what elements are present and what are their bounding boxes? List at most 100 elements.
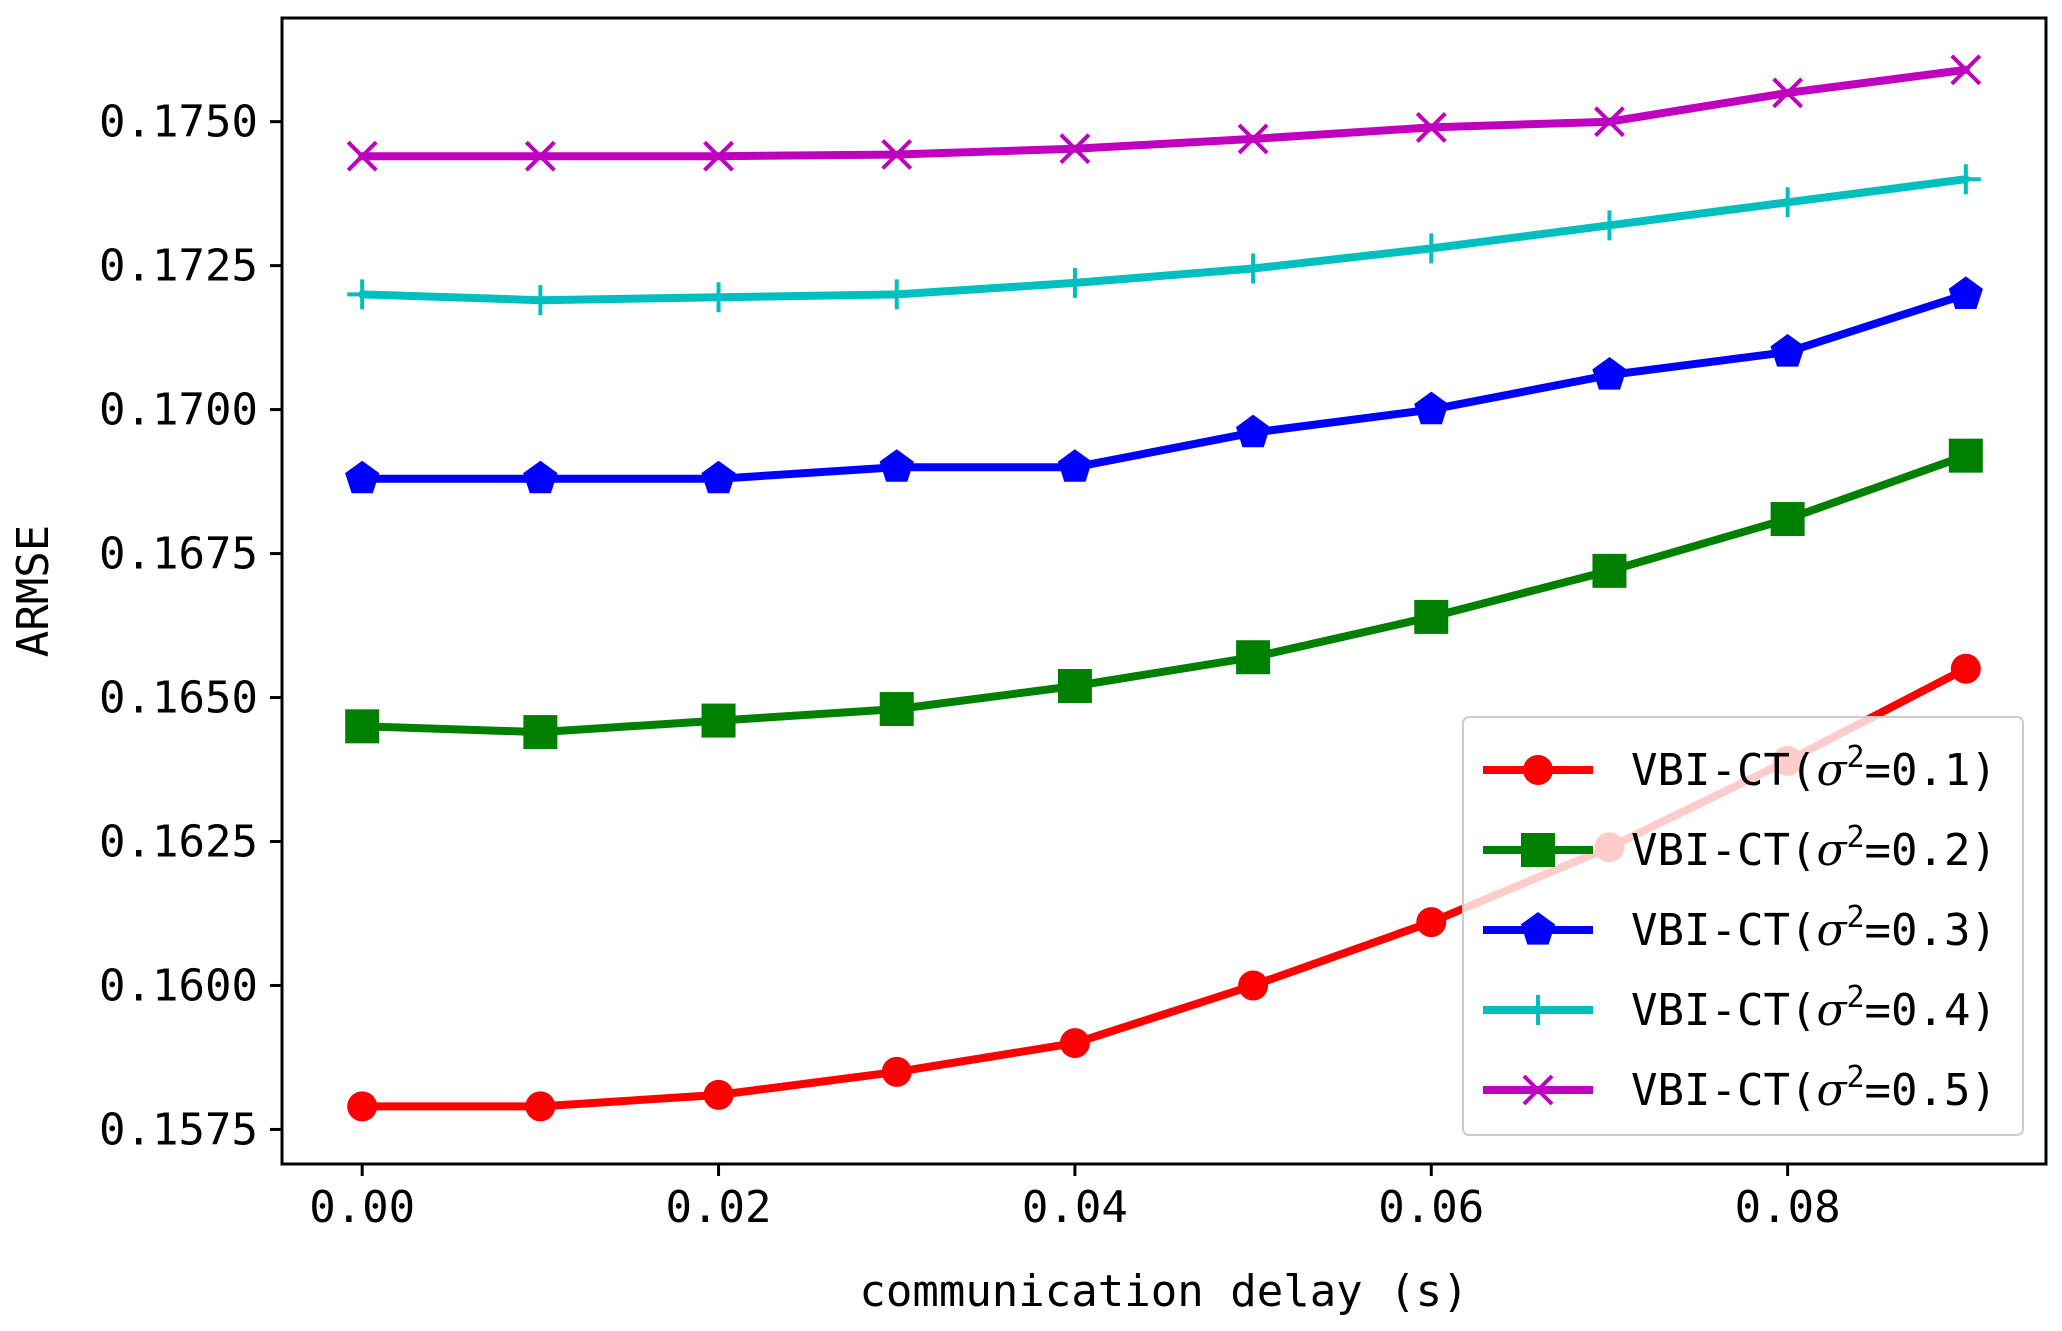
legend-label-superscript: 2 [1846, 820, 1864, 855]
data-point [1059, 133, 1091, 165]
data-point [1059, 267, 1090, 298]
data-point [346, 140, 378, 172]
series-line [358, 290, 1970, 483]
series-2 [345, 438, 1983, 750]
legend-label-symbol: σ [1816, 905, 1848, 956]
legend-label: VBI-CT(σ2=0.4) [1631, 980, 1997, 1036]
data-point [1416, 233, 1447, 264]
legend-label: VBI-CT(σ2=0.3) [1631, 900, 1997, 956]
data-point [1594, 210, 1625, 241]
data-point [881, 279, 912, 310]
legend-swatch-marker [1521, 833, 1555, 867]
data-point [1594, 106, 1625, 138]
legend-item: VBI-CT(σ2=0.2) [1483, 820, 1997, 876]
series-4 [347, 164, 1981, 316]
data-point [1237, 123, 1269, 155]
data-point [345, 460, 380, 494]
data-point [703, 140, 734, 172]
data-point [1238, 970, 1269, 1001]
legend-box [1462, 716, 2024, 1136]
data-point [1950, 653, 1981, 684]
data-point [345, 709, 380, 744]
series-3 [345, 276, 1983, 494]
legend-item: VBI-CT(σ2=0.3) [1483, 900, 1997, 956]
data-point [523, 715, 558, 750]
legend-label-prefix: VBI-CT( [1631, 985, 1816, 1036]
data-point [347, 279, 378, 310]
x-tick-label: 0.02 [666, 1182, 772, 1233]
series-layer [345, 54, 1983, 1122]
legend-label-suffix: =0.4) [1865, 985, 1997, 1036]
legend-swatch-marker [1522, 1074, 1554, 1106]
data-point [1950, 164, 1981, 195]
legend-item: VBI-CT(σ2=0.4) [1483, 980, 1997, 1036]
data-point [1948, 276, 1983, 309]
y-tick-label: 0.1600 [99, 960, 258, 1011]
x-tick-label: 0.04 [1022, 1182, 1128, 1233]
legend-label-superscript: 2 [1846, 1060, 1864, 1095]
legend-label-symbol: σ [1816, 825, 1848, 876]
legend-label-symbol: σ [1816, 1065, 1848, 1116]
y-tick-label: 0.1650 [99, 673, 258, 724]
legend-label: VBI-CT(σ2=0.1) [1631, 740, 1997, 796]
legend-label-superscript: 2 [1846, 900, 1864, 935]
data-point [1770, 334, 1805, 367]
legend-label: VBI-CT(σ2=0.5) [1631, 1060, 1997, 1116]
data-point [1416, 907, 1447, 938]
legend-label-superscript: 2 [1846, 740, 1864, 775]
legend-swatch-marker [1523, 995, 1553, 1025]
series-5 [346, 54, 1982, 172]
legend-item: VBI-CT(σ2=0.5) [1483, 1060, 1997, 1116]
y-tick-label: 0.1700 [99, 385, 258, 436]
data-point [1592, 357, 1627, 390]
series-line [358, 175, 1970, 305]
data-point [879, 692, 914, 727]
legend-label-superscript: 2 [1846, 980, 1864, 1015]
x-tick-label: 0.06 [1378, 1182, 1484, 1233]
legend-label-symbol: σ [1816, 745, 1848, 796]
y-axis-label: ARMSE [8, 525, 59, 657]
data-point [701, 703, 736, 738]
legend-label-prefix: VBI-CT( [1631, 1065, 1816, 1116]
y-tick-label: 0.1750 [99, 97, 258, 148]
y-tick-label: 0.1675 [99, 529, 258, 580]
x-axis-label: communication delay (s) [859, 1266, 1468, 1317]
legend-label-suffix: =0.2) [1865, 825, 1997, 876]
legend-label-prefix: VBI-CT( [1631, 825, 1816, 876]
legend: VBI-CT(σ2=0.1)VBI-CT(σ2=0.2)VBI-CT(σ2=0.… [1462, 716, 2024, 1136]
data-point [1772, 187, 1803, 218]
data-point [1059, 1028, 1090, 1059]
x-tick-label: 0.00 [309, 1182, 415, 1233]
data-point [1772, 77, 1804, 109]
legend-label-symbol: σ [1816, 985, 1848, 1036]
ticks-layer: 0.00 0.02 0.04 0.06 0.08 0.1575 0.1600 0.1625 0.… [99, 97, 1841, 1233]
legend-item: VBI-CT(σ2=0.1) [1483, 740, 1997, 796]
data-point [347, 1091, 378, 1122]
data-point [1414, 599, 1449, 634]
data-point [1415, 112, 1447, 143]
data-point [701, 460, 736, 494]
data-point [1057, 449, 1092, 482]
legend-label: VBI-CT(σ2=0.2) [1631, 820, 1997, 876]
data-point [1592, 553, 1627, 588]
legend-label-prefix: VBI-CT( [1631, 745, 1816, 796]
legend-swatch-marker [1523, 755, 1553, 785]
data-point [1950, 54, 1982, 86]
data-point [1057, 669, 1092, 704]
y-tick-label: 0.1725 [99, 241, 258, 292]
legend-label-suffix: =0.1) [1865, 745, 1997, 796]
data-point [703, 1079, 734, 1110]
y-tick-label: 0.1575 [99, 1104, 258, 1155]
data-point [1238, 253, 1269, 284]
data-point [881, 1056, 912, 1087]
data-point [881, 139, 913, 170]
data-point [523, 460, 558, 494]
series-line [358, 451, 1970, 737]
data-point [525, 285, 556, 316]
y-tick-label: 0.1625 [99, 817, 258, 868]
data-point [879, 449, 914, 482]
data-point [1236, 640, 1271, 675]
data-point [525, 1091, 556, 1122]
